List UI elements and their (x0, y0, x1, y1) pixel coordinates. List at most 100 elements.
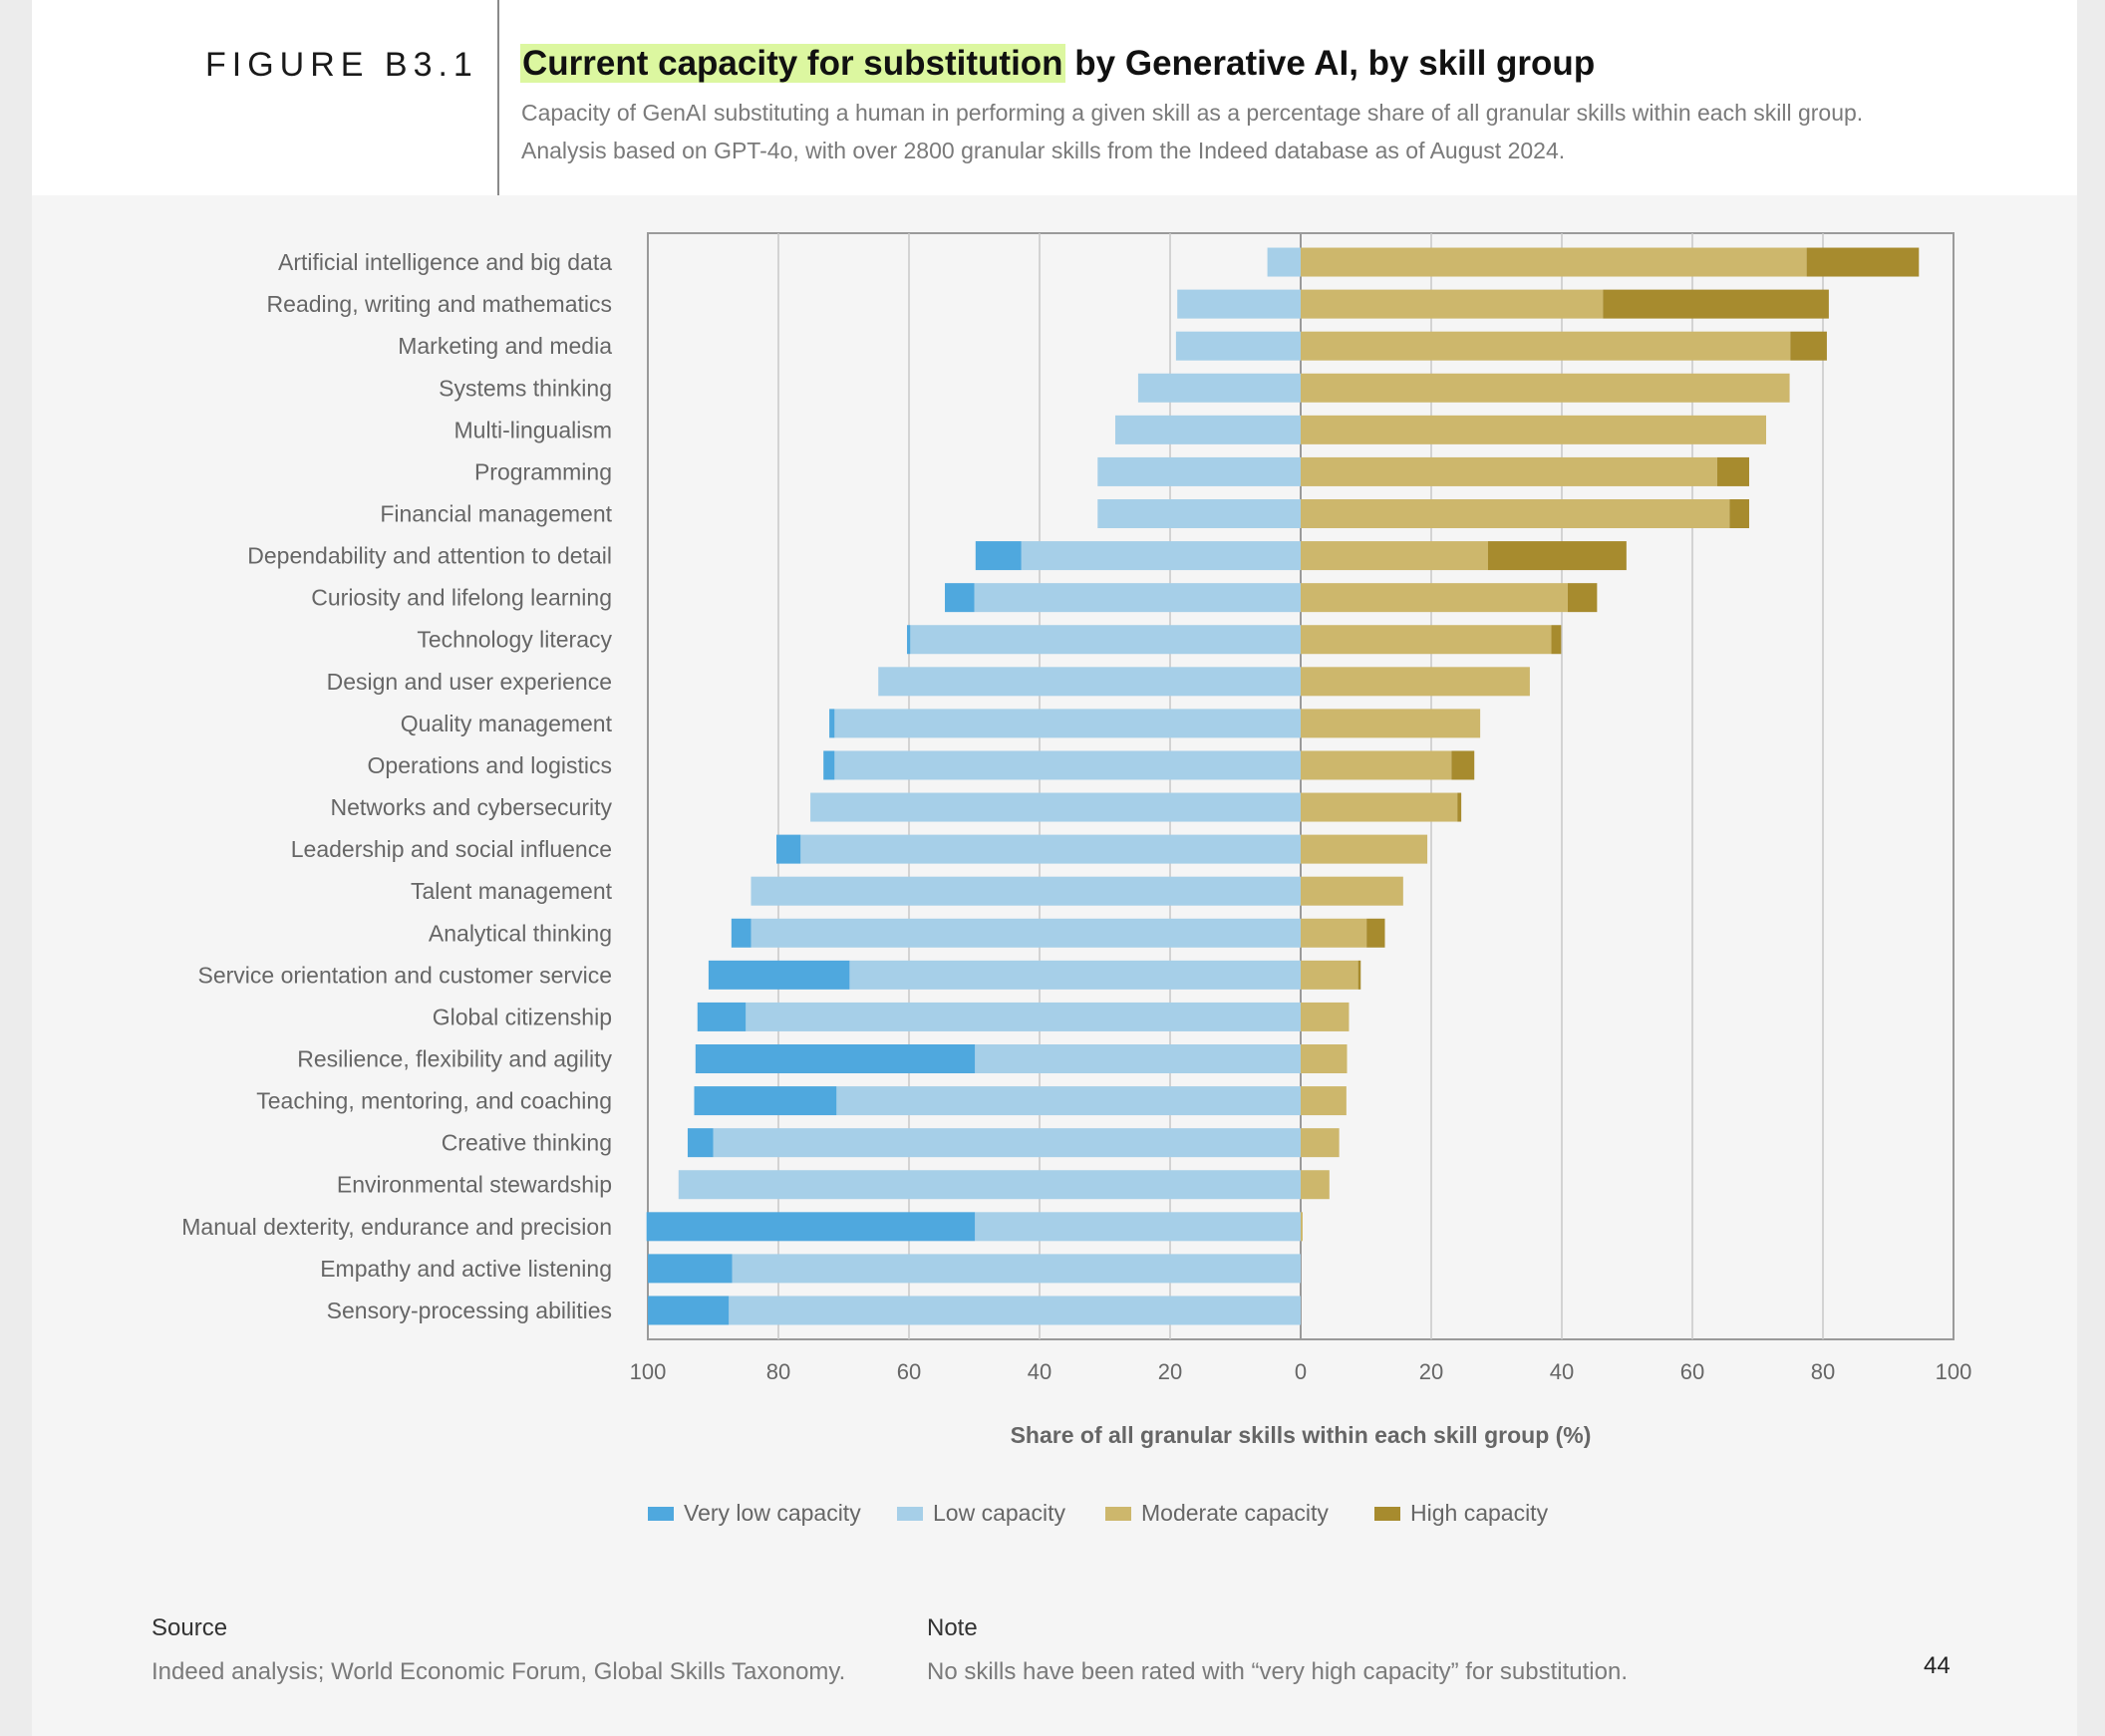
bar-high-capacity (1603, 289, 1829, 319)
legend-swatch (648, 1507, 674, 1521)
bar-very-low-capacity (731, 918, 752, 948)
category-label: Systems thinking (439, 375, 612, 401)
x-tick-label: 60 (897, 1359, 921, 1384)
x-axis-label: Share of all granular skills within each… (1011, 1422, 1592, 1448)
figure-title: Current capacity for substitution by Gen… (520, 44, 1595, 84)
bar-low-capacity (834, 709, 1301, 738)
bar-moderate-capacity (1301, 1128, 1340, 1158)
bar-low-capacity (878, 667, 1301, 697)
category-label: Empathy and active listening (320, 1256, 612, 1282)
category-label: Curiosity and lifelong learning (311, 585, 612, 611)
source-text: Indeed analysis; World Economic Forum, G… (151, 1658, 846, 1685)
legend-label: Moderate capacity (1141, 1500, 1329, 1526)
bar-moderate-capacity (1301, 247, 1807, 277)
bar-very-low-capacity (687, 1128, 714, 1158)
category-label: Global citizenship (433, 1004, 612, 1029)
legend-label: Very low capacity (684, 1500, 861, 1526)
bar-high-capacity (1716, 456, 1749, 486)
title-highlight: Current capacity for substitution (520, 44, 1065, 83)
bar-low-capacity (836, 1086, 1301, 1116)
bar-low-capacity (751, 876, 1301, 906)
bar-low-capacity (713, 1128, 1301, 1158)
header-divider (497, 0, 499, 195)
x-tick-label: 100 (1936, 1359, 1972, 1384)
category-label: Dependability and attention to detail (247, 543, 612, 569)
bar-low-capacity (1097, 456, 1301, 486)
bar-low-capacity (729, 1296, 1301, 1325)
legend-label: Low capacity (933, 1500, 1065, 1526)
legend-swatch (897, 1507, 923, 1521)
note-heading: Note (927, 1614, 978, 1641)
bar-very-low-capacity (776, 834, 801, 864)
bar-moderate-capacity (1301, 583, 1568, 613)
bar-very-low-capacity (945, 583, 975, 613)
category-label: Financial management (380, 501, 612, 527)
subtitle-line-2: Analysis based on GPT-4o, with over 2800… (521, 138, 1566, 163)
category-label: Artificial intelligence and big data (278, 249, 612, 275)
bar-high-capacity (1551, 625, 1562, 655)
bar-low-capacity (751, 918, 1301, 948)
category-label: Leadership and social influence (291, 836, 612, 862)
category-label: Teaching, mentoring, and coaching (256, 1088, 612, 1114)
x-tick-label: 80 (766, 1359, 790, 1384)
legend-label: High capacity (1410, 1500, 1549, 1526)
page-number: 44 (1924, 1652, 1951, 1679)
bar-low-capacity (910, 625, 1301, 655)
bar-low-capacity (1137, 373, 1301, 403)
bar-very-low-capacity (975, 541, 1022, 571)
bar-low-capacity (746, 1002, 1301, 1031)
bar-high-capacity (1451, 750, 1475, 780)
category-label: Manual dexterity, endurance and precisio… (181, 1214, 612, 1240)
bar-low-capacity (834, 750, 1301, 780)
bar-moderate-capacity (1301, 456, 1717, 486)
x-tick-label: 0 (1295, 1359, 1307, 1384)
bar-moderate-capacity (1301, 1002, 1350, 1031)
bar-moderate-capacity (1301, 499, 1730, 528)
bar-high-capacity (1357, 960, 1361, 990)
bar-high-capacity (1790, 331, 1827, 361)
bar-moderate-capacity (1301, 289, 1604, 319)
legend-swatch (1374, 1507, 1400, 1521)
figure-subtitle: Capacity of GenAI substituting a human i… (521, 94, 1966, 169)
title-rest: by Generative AI, by skill group (1064, 44, 1596, 83)
bar-low-capacity (678, 1170, 1301, 1200)
bar-moderate-capacity (1301, 331, 1791, 361)
category-label: Sensory-processing abilities (327, 1298, 612, 1323)
legend-swatch (1105, 1507, 1131, 1521)
subtitle-line-1: Capacity of GenAI substituting a human i… (521, 100, 1864, 126)
bar-moderate-capacity (1301, 792, 1458, 822)
x-tick-label: 80 (1811, 1359, 1835, 1384)
category-label: Networks and cybersecurity (331, 794, 613, 820)
category-label: Creative thinking (442, 1130, 612, 1156)
bar-low-capacity (732, 1254, 1301, 1284)
bar-low-capacity (849, 960, 1301, 990)
bar-very-low-capacity (694, 1086, 837, 1116)
bar-very-low-capacity (823, 750, 835, 780)
bar-low-capacity (1021, 541, 1301, 571)
bar-very-low-capacity (646, 1212, 976, 1242)
category-label: Technology literacy (417, 627, 612, 653)
report-page: FIGURE B3.1 Current capacity for substit… (32, 0, 2077, 1736)
bar-moderate-capacity (1301, 876, 1403, 906)
x-tick-label: 20 (1419, 1359, 1443, 1384)
bar-very-low-capacity (648, 1296, 730, 1325)
bar-moderate-capacity (1301, 373, 1790, 403)
source-heading: Source (151, 1614, 228, 1641)
bar-moderate-capacity (1301, 750, 1452, 780)
bar-low-capacity (975, 1212, 1301, 1242)
bar-moderate-capacity (1301, 1170, 1330, 1200)
category-label: Design and user experience (327, 669, 612, 695)
category-label: Resilience, flexibility and agility (297, 1046, 612, 1072)
bar-low-capacity (974, 583, 1301, 613)
bar-low-capacity (800, 834, 1301, 864)
bar-high-capacity (1487, 541, 1627, 571)
bar-low-capacity (1175, 331, 1301, 361)
bar-moderate-capacity (1301, 1212, 1303, 1242)
bar-low-capacity (975, 1044, 1301, 1073)
bar-moderate-capacity (1301, 960, 1358, 990)
bar-moderate-capacity (1301, 834, 1428, 864)
bar-moderate-capacity (1301, 541, 1488, 571)
category-label: Marketing and media (398, 333, 612, 359)
bar-high-capacity (1806, 247, 1920, 277)
category-label: Quality management (401, 711, 613, 736)
